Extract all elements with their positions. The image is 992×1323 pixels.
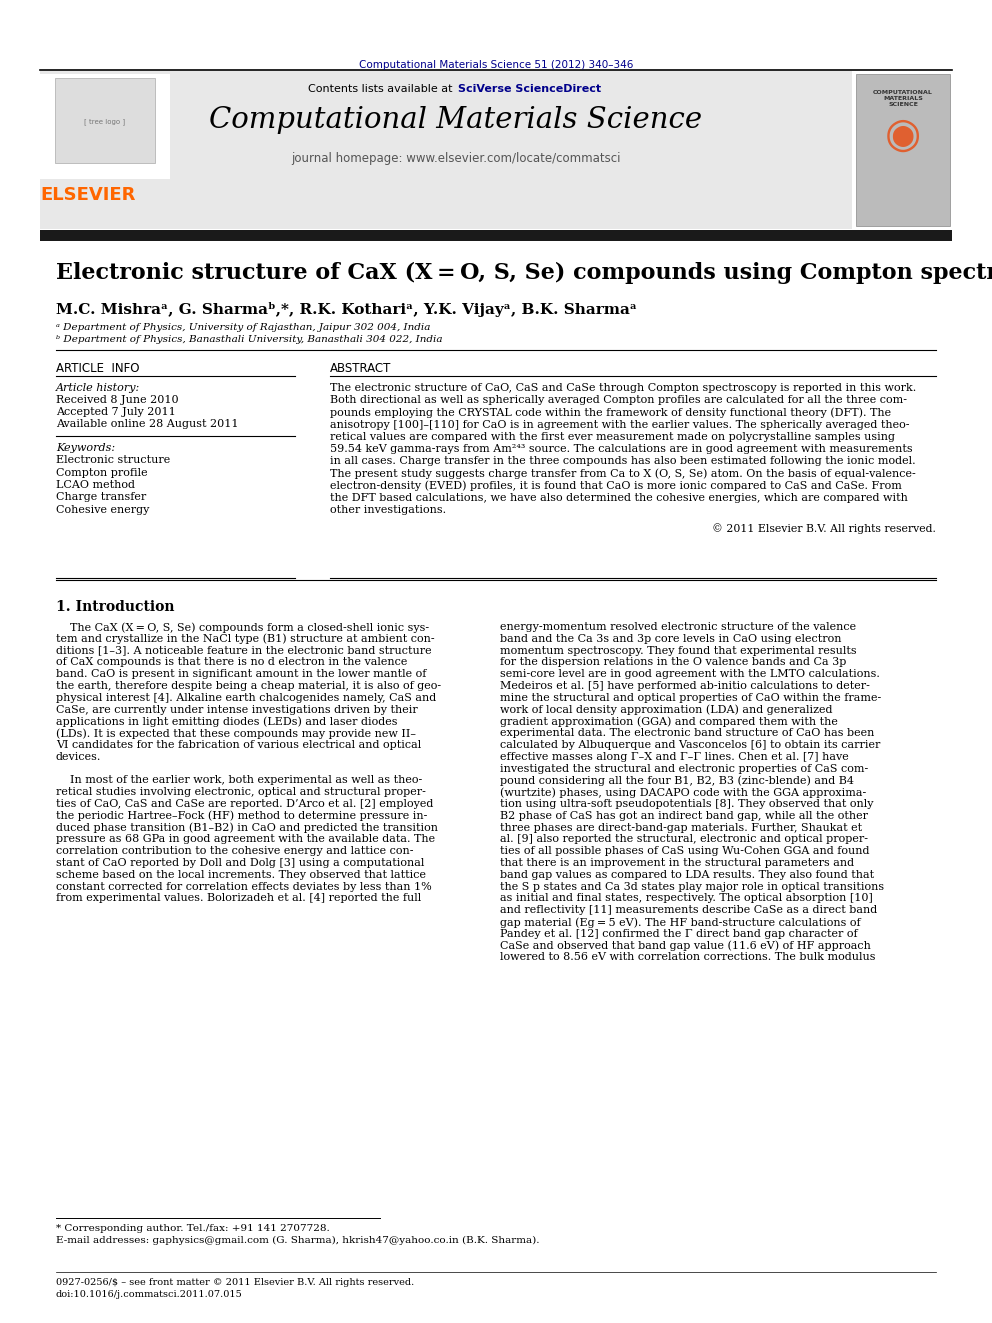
Text: retical values are compared with the first ever measurement made on polycrystall: retical values are compared with the fir… [330, 431, 895, 442]
Text: effective masses along Γ–X and Γ–Γ lines. Chen et al. [7] have: effective masses along Γ–X and Γ–Γ lines… [500, 751, 849, 762]
Text: Computational Materials Science: Computational Materials Science [209, 106, 702, 134]
FancyBboxPatch shape [856, 74, 950, 226]
Text: applications in light emitting diodes (LEDs) and laser diodes: applications in light emitting diodes (L… [56, 716, 398, 726]
Text: band gap values as compared to LDA results. They also found that: band gap values as compared to LDA resul… [500, 869, 874, 880]
Text: other investigations.: other investigations. [330, 505, 446, 515]
Text: pound considering all the four B1, B2, B3 (zinc-blende) and B4: pound considering all the four B1, B2, B… [500, 775, 854, 786]
Text: journal homepage: www.elsevier.com/locate/commatsci: journal homepage: www.elsevier.com/locat… [292, 152, 621, 165]
Text: doi:10.1016/j.commatsci.2011.07.015: doi:10.1016/j.commatsci.2011.07.015 [56, 1290, 243, 1299]
Text: semi-core level are in good agreement with the LMTO calculations.: semi-core level are in good agreement wi… [500, 669, 880, 679]
Text: Article history:: Article history: [56, 382, 140, 393]
Text: retical studies involving electronic, optical and structural proper-: retical studies involving electronic, op… [56, 787, 426, 798]
Text: physical interest [4]. Alkaline earth chalcogenides namely, CaS and: physical interest [4]. Alkaline earth ch… [56, 693, 436, 703]
Text: Compton profile: Compton profile [56, 467, 148, 478]
FancyBboxPatch shape [55, 78, 155, 163]
Text: duced phase transition (B1–B2) in CaO and predicted the transition: duced phase transition (B1–B2) in CaO an… [56, 823, 438, 833]
Text: pressure as 68 GPa in good agreement with the available data. The: pressure as 68 GPa in good agreement wit… [56, 835, 435, 844]
Text: CaSe, are currently under intense investigations driven by their: CaSe, are currently under intense invest… [56, 705, 418, 714]
FancyBboxPatch shape [40, 71, 852, 229]
Text: the DFT based calculations, we have also determined the cohesive energies, which: the DFT based calculations, we have also… [330, 492, 908, 503]
Text: COMPUTATIONAL
MATERIALS
SCIENCE: COMPUTATIONAL MATERIALS SCIENCE [873, 90, 932, 107]
Text: stant of CaO reported by Doll and Dolg [3] using a computational: stant of CaO reported by Doll and Dolg [… [56, 859, 425, 868]
Text: Keywords:: Keywords: [56, 443, 115, 452]
Text: ◉: ◉ [885, 114, 922, 156]
Text: (wurtzite) phases, using DACAPO code with the GGA approxima-: (wurtzite) phases, using DACAPO code wit… [500, 787, 866, 798]
Text: Computational Materials Science 51 (2012) 340–346: Computational Materials Science 51 (2012… [359, 60, 633, 70]
Text: the earth, therefore despite being a cheap material, it is also of geo-: the earth, therefore despite being a che… [56, 681, 441, 691]
Text: The present study suggests charge transfer from Ca to X (O, S, Se) atom. On the : The present study suggests charge transf… [330, 468, 916, 479]
Text: that there is an improvement in the structural parameters and: that there is an improvement in the stru… [500, 859, 854, 868]
Text: band and the Ca 3s and 3p core levels in CaO using electron: band and the Ca 3s and 3p core levels in… [500, 634, 841, 644]
Text: momentum spectroscopy. They found that experimental results: momentum spectroscopy. They found that e… [500, 646, 857, 656]
Text: calculated by Albuquerque and Vasconcelos [6] to obtain its carrier: calculated by Albuquerque and Vasconcelo… [500, 740, 880, 750]
Text: The electronic structure of CaO, CaS and CaSe through Compton spectroscopy is re: The electronic structure of CaO, CaS and… [330, 382, 917, 393]
Text: energy-momentum resolved electronic structure of the valence: energy-momentum resolved electronic stru… [500, 622, 856, 632]
Text: (LDs). It is expected that these compounds may provide new II–: (LDs). It is expected that these compoun… [56, 728, 416, 738]
Text: ties of CaO, CaS and CaSe are reported. D’Arco et al. [2] employed: ties of CaO, CaS and CaSe are reported. … [56, 799, 434, 808]
Text: lowered to 8.56 eV with correlation corrections. The bulk modulus: lowered to 8.56 eV with correlation corr… [500, 953, 876, 962]
Text: band. CaO is present in significant amount in the lower mantle of: band. CaO is present in significant amou… [56, 669, 427, 679]
Text: al. [9] also reported the structural, electronic and optical proper-: al. [9] also reported the structural, el… [500, 835, 868, 844]
Text: ditions [1–3]. A noticeable feature in the electronic band structure: ditions [1–3]. A noticeable feature in t… [56, 646, 432, 656]
Text: the periodic Hartree–Fock (HF) method to determine pressure in-: the periodic Hartree–Fock (HF) method to… [56, 811, 428, 822]
Text: 59.54 keV gamma-rays from Am²⁴³ source. The calculations are in good agreement w: 59.54 keV gamma-rays from Am²⁴³ source. … [330, 445, 913, 454]
Text: Charge transfer: Charge transfer [56, 492, 146, 503]
Text: ᵃ Department of Physics, University of Rajasthan, Jaipur 302 004, India: ᵃ Department of Physics, University of R… [56, 323, 431, 332]
Text: Available online 28 August 2011: Available online 28 August 2011 [56, 419, 238, 429]
Text: E-mail addresses: gaphysics@gmail.com (G. Sharma), hkrish47@yahoo.co.in (B.K. Sh: E-mail addresses: gaphysics@gmail.com (G… [56, 1236, 540, 1245]
Text: gradient approximation (GGA) and compared them with the: gradient approximation (GGA) and compare… [500, 716, 838, 726]
Text: pounds employing the CRYSTAL code within the framework of density functional the: pounds employing the CRYSTAL code within… [330, 407, 891, 418]
Text: CaSe and observed that band gap value (11.6 eV) of HF approach: CaSe and observed that band gap value (1… [500, 941, 871, 951]
Text: constant corrected for correlation effects deviates by less than 1%: constant corrected for correlation effec… [56, 881, 432, 892]
Text: correlation contribution to the cohesive energy and lattice con-: correlation contribution to the cohesive… [56, 847, 414, 856]
Text: for the dispersion relations in the O valence bands and Ca 3p: for the dispersion relations in the O va… [500, 658, 846, 667]
Text: three phases are direct-band-gap materials. Further, Shaukat et: three phases are direct-band-gap materia… [500, 823, 862, 832]
Text: mine the structural and optical properties of CaO within the frame-: mine the structural and optical properti… [500, 693, 881, 703]
Text: [ tree logo ]: [ tree logo ] [84, 119, 126, 126]
Text: tion using ultra-soft pseudopotentials [8]. They observed that only: tion using ultra-soft pseudopotentials [… [500, 799, 874, 808]
Text: In most of the earlier work, both experimental as well as theo-: In most of the earlier work, both experi… [56, 775, 423, 786]
Text: and reflectivity [11] measurements describe CaSe as a direct band: and reflectivity [11] measurements descr… [500, 905, 877, 916]
Text: Electronic structure: Electronic structure [56, 455, 171, 464]
Text: as initial and final states, respectively. The optical absorption [10]: as initial and final states, respectivel… [500, 893, 873, 904]
Text: VI candidates for the fabrication of various electrical and optical: VI candidates for the fabrication of var… [56, 740, 422, 750]
Text: SciVerse ScienceDirect: SciVerse ScienceDirect [458, 83, 601, 94]
FancyBboxPatch shape [40, 74, 170, 179]
Text: Cohesive energy: Cohesive energy [56, 505, 150, 515]
Text: gap material (Eg = 5 eV). The HF band-structure calculations of: gap material (Eg = 5 eV). The HF band-st… [500, 917, 861, 927]
Text: ARTICLE  INFO: ARTICLE INFO [56, 363, 140, 374]
Text: electron-density (EVED) profiles, it is found that CaO is more ionic compared to: electron-density (EVED) profiles, it is … [330, 480, 902, 491]
Bar [40, 230, 952, 241]
Text: Electronic structure of CaX (X = O, S, Se) compounds using Compton spectroscopy: Electronic structure of CaX (X = O, S, S… [56, 262, 992, 284]
Text: B2 phase of CaS has got an indirect band gap, while all the other: B2 phase of CaS has got an indirect band… [500, 811, 868, 820]
Text: of CaX compounds is that there is no d electron in the valence: of CaX compounds is that there is no d e… [56, 658, 408, 667]
Text: 0927-0256/$ – see front matter © 2011 Elsevier B.V. All rights reserved.: 0927-0256/$ – see front matter © 2011 El… [56, 1278, 415, 1287]
Text: Contents lists available at: Contents lists available at [308, 83, 456, 94]
Text: © 2011 Elsevier B.V. All rights reserved.: © 2011 Elsevier B.V. All rights reserved… [712, 523, 936, 534]
Text: the S p states and Ca 3d states play major role in optical transitions: the S p states and Ca 3d states play maj… [500, 881, 884, 892]
Text: LCAO method: LCAO method [56, 480, 135, 490]
Text: * Corresponding author. Tel./fax: +91 141 2707728.: * Corresponding author. Tel./fax: +91 14… [56, 1224, 329, 1233]
Text: Medeiros et al. [5] have performed ab-initio calculations to deter-: Medeiros et al. [5] have performed ab-in… [500, 681, 870, 691]
Text: ABSTRACT: ABSTRACT [330, 363, 392, 374]
Text: experimental data. The electronic band structure of CaO has been: experimental data. The electronic band s… [500, 728, 874, 738]
Text: Pandey et al. [12] confirmed the Γ direct band gap character of: Pandey et al. [12] confirmed the Γ direc… [500, 929, 858, 939]
Text: ELSEVIER: ELSEVIER [41, 187, 136, 204]
Text: 1. Introduction: 1. Introduction [56, 601, 175, 614]
Text: Both directional as well as spherically averaged Compton profiles are calculated: Both directional as well as spherically … [330, 396, 907, 405]
Text: ᵇ Department of Physics, Banasthali University, Banasthali 304 022, India: ᵇ Department of Physics, Banasthali Univ… [56, 335, 442, 344]
Text: ties of all possible phases of CaS using Wu-Cohen GGA and found: ties of all possible phases of CaS using… [500, 847, 870, 856]
Text: investigated the structural and electronic properties of CaS com-: investigated the structural and electron… [500, 763, 868, 774]
Text: from experimental values. Bolorizadeh et al. [4] reported the full: from experimental values. Bolorizadeh et… [56, 893, 422, 904]
Text: work of local density approximation (LDA) and generalized: work of local density approximation (LDA… [500, 705, 832, 716]
Text: in all cases. Charge transfer in the three compounds has also been estimated fol: in all cases. Charge transfer in the thr… [330, 456, 916, 466]
Text: scheme based on the local increments. They observed that lattice: scheme based on the local increments. Th… [56, 869, 426, 880]
Text: M.C. Mishraᵃ, G. Sharmaᵇ,*, R.K. Kothariᵃ, Y.K. Vijayᵃ, B.K. Sharmaᵃ: M.C. Mishraᵃ, G. Sharmaᵇ,*, R.K. Kothari… [56, 302, 637, 318]
Text: Received 8 June 2010: Received 8 June 2010 [56, 396, 179, 405]
Text: anisotropy [100]–[110] for CaO is in agreement with the earlier values. The sphe: anisotropy [100]–[110] for CaO is in agr… [330, 419, 910, 430]
Text: tem and crystallize in the NaCl type (B1) structure at ambient con-: tem and crystallize in the NaCl type (B1… [56, 634, 434, 644]
Text: Accepted 7 July 2011: Accepted 7 July 2011 [56, 407, 176, 417]
Text: The CaX (X = O, S, Se) compounds form a closed-shell ionic sys-: The CaX (X = O, S, Se) compounds form a … [56, 622, 430, 632]
Text: devices.: devices. [56, 751, 101, 762]
